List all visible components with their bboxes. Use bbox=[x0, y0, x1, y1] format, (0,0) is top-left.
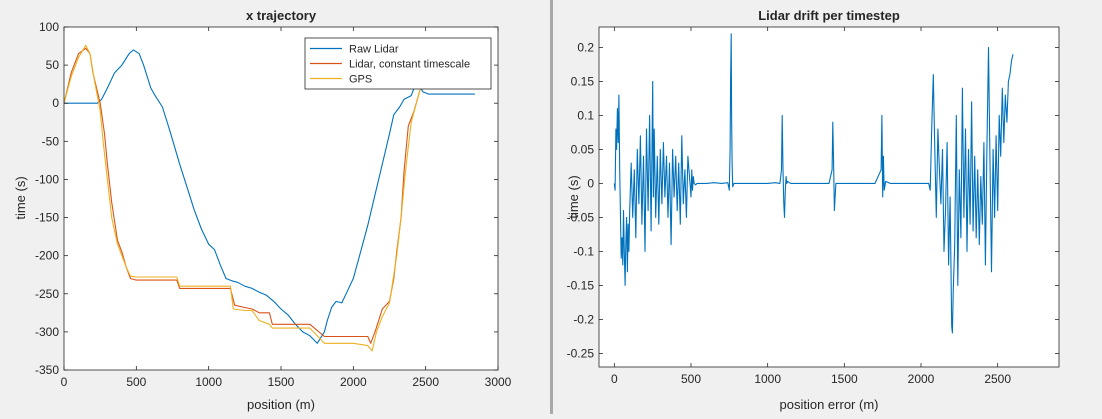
chart-title: Lidar drift per timestep bbox=[758, 8, 900, 23]
y-axis-label: time (s) bbox=[13, 176, 28, 219]
legend: Raw Lidar Lidar, constant timescale GPS bbox=[304, 37, 492, 90]
lidar-drift-chart: 0 500 1000 1500 2000 2500 0.2 0.15 0.1 0.05 0 -0.05… bbox=[566, 8, 1060, 412]
x-tick-label: 1500 bbox=[831, 372, 858, 386]
x-tick-label: 0 bbox=[61, 375, 68, 389]
x-tick-label: 0 bbox=[611, 372, 618, 386]
chart-title: x trajectory bbox=[246, 8, 317, 23]
x-tick-label: 2000 bbox=[908, 372, 935, 386]
y-tick-label: -0.25 bbox=[567, 346, 595, 360]
right-figure-panel: 0 500 1000 1500 2000 2500 0.2 0.15 0.1 0.05 0 -0.05… bbox=[553, 0, 1102, 414]
y-tick-label: -250 bbox=[35, 287, 59, 301]
x-trajectory-chart: 0 500 1000 1500 2000 2500 3000-350-300-250-200… bbox=[13, 8, 512, 412]
x-tick-label: 2500 bbox=[984, 372, 1011, 386]
y-tick-label: -50 bbox=[42, 134, 60, 148]
y-tick-label: 0.05 bbox=[571, 142, 595, 156]
left-figure-panel: 0 500 1000 1500 2000 2500 3000 -350 -300 -250 -200… bbox=[0, 0, 550, 414]
y-tick-label: 100 bbox=[39, 20, 59, 34]
x-tick-label: 1000 bbox=[754, 372, 781, 386]
legend-entry: Raw Lidar bbox=[349, 44, 399, 56]
x-axis-label: position error (m) bbox=[780, 397, 879, 412]
x-tick-label: 3000 bbox=[485, 375, 512, 389]
y-tick-label: -0.15 bbox=[567, 278, 595, 292]
x-tick-label: 500 bbox=[126, 375, 146, 389]
y-tick-label: -350 bbox=[35, 363, 59, 377]
series-line-raw-lidar bbox=[64, 49, 475, 344]
legend-entry: Lidar, constant timescale bbox=[349, 59, 470, 71]
x-tick-label: 1500 bbox=[268, 375, 295, 389]
x-tick-label: 500 bbox=[681, 372, 701, 386]
y-tick-label: 0.15 bbox=[571, 74, 595, 88]
y-tick-label: 0.1 bbox=[577, 108, 594, 122]
axes-frame bbox=[598, 26, 1060, 368]
y-tick-label: -100 bbox=[35, 172, 59, 186]
x-tick-label: 2000 bbox=[340, 375, 367, 389]
x-tick-label: 2500 bbox=[412, 375, 439, 389]
x-axis-label: position (m) bbox=[247, 397, 315, 412]
y-tick-label: 0 bbox=[587, 176, 594, 190]
y-tick-label: 0 bbox=[52, 96, 59, 110]
legend-entry: GPS bbox=[349, 74, 372, 86]
y-tick-label: 0.2 bbox=[577, 40, 594, 54]
y-tick-label: -0.2 bbox=[573, 312, 594, 326]
y-tick-label: -0.1 bbox=[573, 244, 594, 258]
y-tick-label: -300 bbox=[35, 325, 59, 339]
y-tick-label: 50 bbox=[46, 58, 60, 72]
series-line-gps bbox=[63, 44, 424, 352]
figure-divider bbox=[550, 0, 553, 414]
y-tick-label: -0.05 bbox=[567, 210, 595, 224]
series-line-0 bbox=[613, 33, 1014, 334]
y-axis-label: time (s) bbox=[566, 175, 581, 218]
y-tick-label: -200 bbox=[35, 249, 59, 263]
y-tick-label: -150 bbox=[35, 211, 59, 225]
x-tick-label: 1000 bbox=[195, 375, 222, 389]
